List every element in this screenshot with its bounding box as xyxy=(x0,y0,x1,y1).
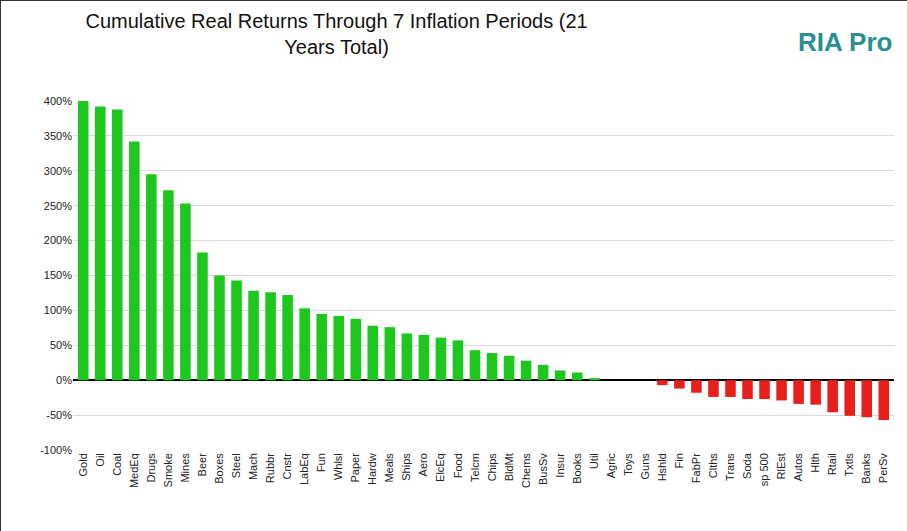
svg-text:BusSv: BusSv xyxy=(537,453,549,485)
svg-text:350%: 350% xyxy=(44,130,72,142)
svg-text:ElcEq: ElcEq xyxy=(434,453,446,482)
svg-text:Gold: Gold xyxy=(77,453,89,476)
svg-text:Coal: Coal xyxy=(111,453,123,476)
svg-text:Guns: Guns xyxy=(639,453,651,480)
svg-text:Banks: Banks xyxy=(860,453,872,484)
svg-text:LabEq: LabEq xyxy=(298,453,310,485)
svg-text:Txtls: Txtls xyxy=(843,453,855,477)
svg-text:Mines: Mines xyxy=(179,453,191,483)
svg-text:Beer: Beer xyxy=(196,453,208,477)
svg-text:Meals: Meals xyxy=(383,453,395,483)
svg-text:150%: 150% xyxy=(44,269,72,281)
svg-text:RlEst: RlEst xyxy=(775,453,787,479)
svg-text:Paper: Paper xyxy=(349,453,361,483)
svg-text:Rubbr: Rubbr xyxy=(264,453,276,483)
svg-text:Util: Util xyxy=(588,453,600,469)
svg-text:PerSv: PerSv xyxy=(877,453,889,483)
svg-text:Trans: Trans xyxy=(724,453,736,481)
svg-text:Aero: Aero xyxy=(417,453,429,476)
svg-text:Oil: Oil xyxy=(94,453,106,466)
svg-text:Chips: Chips xyxy=(486,453,498,482)
svg-text:sp 500: sp 500 xyxy=(758,453,770,486)
svg-text:-50%: -50% xyxy=(46,409,72,421)
svg-text:MedEq: MedEq xyxy=(128,453,140,488)
svg-text:FabPr: FabPr xyxy=(690,453,702,483)
svg-text:Books: Books xyxy=(571,453,583,484)
svg-text:Ships: Ships xyxy=(400,453,412,481)
svg-text:BldMt: BldMt xyxy=(503,453,515,481)
svg-text:Boxes: Boxes xyxy=(213,453,225,484)
svg-text:Hlth: Hlth xyxy=(809,453,821,473)
svg-text:250%: 250% xyxy=(44,200,72,212)
svg-text:-100%: -100% xyxy=(40,444,72,456)
svg-text:Autos: Autos xyxy=(792,453,804,482)
svg-text:Drugs: Drugs xyxy=(145,453,157,483)
svg-text:Whlsl: Whlsl xyxy=(332,453,344,480)
svg-text:200%: 200% xyxy=(44,234,72,246)
svg-text:Toys: Toys xyxy=(622,453,634,476)
svg-text:400%: 400% xyxy=(44,95,72,107)
svg-text:Agric: Agric xyxy=(605,453,617,479)
svg-text:Soda: Soda xyxy=(741,452,753,479)
svg-text:Cnstr: Cnstr xyxy=(281,453,293,480)
svg-text:Mach: Mach xyxy=(247,453,259,480)
svg-text:Cumulative Real Returns Throug: Cumulative Real Returns Through 7 Inflat… xyxy=(86,10,588,58)
svg-text:Clths: Clths xyxy=(707,453,719,479)
svg-text:Fun: Fun xyxy=(315,453,327,472)
svg-text:Chems: Chems xyxy=(520,453,532,488)
svg-text:Fin: Fin xyxy=(673,453,685,468)
svg-text:Food: Food xyxy=(452,453,464,478)
svg-text:300%: 300% xyxy=(44,165,72,177)
svg-text:Rtail: Rtail xyxy=(826,453,838,475)
svg-text:100%: 100% xyxy=(44,304,72,316)
svg-text:Smoke: Smoke xyxy=(162,453,174,487)
svg-text:Insur: Insur xyxy=(554,453,566,478)
svg-text:0%: 0% xyxy=(56,374,72,386)
svg-text:Telcm: Telcm xyxy=(469,453,481,482)
svg-text:RIA Pro: RIA Pro xyxy=(798,27,892,57)
svg-text:Hshld: Hshld xyxy=(656,453,668,481)
svg-text:Steel: Steel xyxy=(230,453,242,478)
svg-text:50%: 50% xyxy=(50,339,72,351)
svg-text:Hardw: Hardw xyxy=(366,453,378,485)
